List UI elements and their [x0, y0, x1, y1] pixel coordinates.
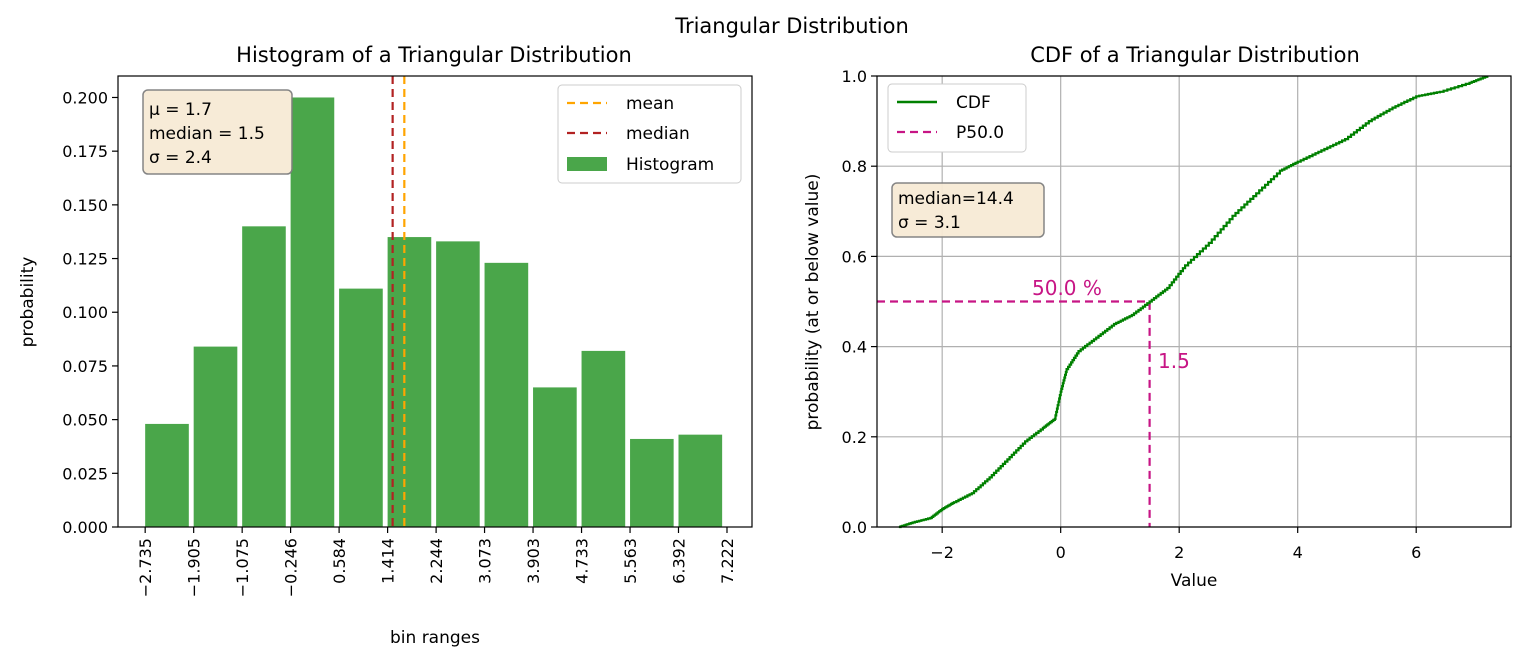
- cdf-annotation-value: 1.5: [1158, 349, 1190, 373]
- histogram-bar: [533, 387, 577, 527]
- histogram-x-tick-label: 0.584: [330, 538, 349, 584]
- cdf-annotation-percent: 50.0 %: [1032, 276, 1102, 300]
- cdf-x-ticks: −2 0 2 4 6: [930, 527, 1421, 562]
- legend-histogram-swatch: [567, 157, 607, 171]
- histogram-legend: mean median Histogram: [557, 84, 742, 184]
- histogram-y-tick-label: 0.125: [62, 250, 108, 269]
- histogram-x-axis-label: bin ranges: [390, 628, 480, 648]
- histogram-x-tick-label: −0.246: [282, 538, 301, 597]
- histogram-bar: [387, 237, 432, 528]
- cdf-y-tick-label: 1.0: [842, 67, 867, 86]
- histogram-x-tick-label: 5.563: [621, 538, 640, 584]
- histogram-axes-frame: [117, 75, 753, 528]
- cdf-x-tick-label: 0: [1056, 543, 1066, 562]
- histogram-y-axis-label: probability: [18, 257, 38, 348]
- histogram-bars: [145, 97, 723, 528]
- cdf-y-tick-label: 0.4: [842, 338, 867, 357]
- cdf-y-axis-label: probability (at or below value): [803, 174, 823, 431]
- cdf-stats-box: median=14.4 σ = 3.1: [891, 182, 1045, 238]
- stat-sigma: σ = 2.4: [149, 148, 212, 168]
- cdf-title: CDF of a Triangular Distribution: [1030, 43, 1360, 67]
- cdf-axes-frame: [876, 75, 1512, 528]
- cdf-lines: [877, 75, 1489, 529]
- histogram-bar: [678, 434, 723, 527]
- cdf-x-tick-label: 6: [1411, 543, 1421, 562]
- histogram-bar: [290, 97, 335, 527]
- histogram-bar: [630, 438, 674, 527]
- legend-p50-label: P50.0: [956, 123, 1004, 143]
- cdf-chart: CDF of a Triangular Distribution 0.00.20…: [803, 43, 1512, 591]
- histogram-y-tick-label: 0.175: [62, 142, 108, 161]
- histogram-bar: [581, 350, 626, 527]
- histogram-title: Histogram of a Triangular Distribution: [236, 43, 632, 67]
- stat-cdf-median: median=14.4: [898, 189, 1014, 209]
- stat-mean: μ = 1.7: [149, 100, 212, 120]
- histogram-y-tick-label: 0.150: [62, 196, 108, 215]
- histogram-x-tick-label: −2.735: [136, 538, 155, 597]
- histogram-vlines: [391, 76, 406, 527]
- histogram-x-tick-label: 6.392: [669, 538, 688, 584]
- histogram-y-tick-label: 0.000: [62, 518, 108, 537]
- cdf-y-tick-label: 0.0: [842, 518, 867, 537]
- histogram-stats-box: μ = 1.7 median = 1.5 σ = 2.4: [142, 89, 293, 175]
- histogram-x-tick-label: 7.222: [718, 538, 737, 584]
- histogram-bar: [193, 346, 238, 527]
- cdf-x-tick-label: −2: [930, 543, 954, 562]
- histogram-x-tick-label: 1.414: [379, 538, 398, 584]
- histogram-x-tick-label: −1.075: [233, 538, 252, 597]
- histogram-x-tick-label: 3.073: [476, 538, 495, 584]
- histogram-x-ticks: −2.735 −1.905 −1.075 −0.246 0.584 1.414 2.244 3…: [136, 527, 737, 597]
- histogram-bar: [242, 226, 286, 528]
- histogram-bar: [436, 241, 480, 527]
- stat-median: median = 1.5: [149, 124, 265, 144]
- histogram-y-tick-label: 0.200: [62, 88, 108, 107]
- histogram-y-tick-label: 0.025: [62, 464, 108, 483]
- cdf-y-tick-label: 0.2: [842, 428, 867, 447]
- histogram-y-tick-label: 0.100: [62, 303, 108, 322]
- histogram-x-tick-label: 3.903: [524, 538, 543, 584]
- histogram-y-ticks: 0.000 0.025 0.050 0.075 0.100 0.125 0.150 0.175…: [62, 88, 118, 537]
- legend-cdf-label: CDF: [956, 93, 991, 113]
- cdf-x-tick-label: 4: [1293, 543, 1303, 562]
- legend-mean-label: mean: [626, 94, 674, 114]
- histogram-x-tick-label: 4.733: [573, 538, 592, 584]
- histogram-y-tick-label: 0.075: [62, 357, 108, 376]
- legend-median-label: median: [626, 124, 690, 144]
- stat-cdf-sigma: σ = 3.1: [898, 213, 961, 233]
- cdf-y-tick-label: 0.6: [842, 247, 867, 266]
- histogram-bar: [339, 288, 383, 527]
- cdf-x-tick-label: 2: [1174, 543, 1184, 562]
- figure-title: Triangular Distribution: [674, 14, 909, 38]
- histogram-x-tick-label: −1.905: [185, 538, 204, 597]
- histogram-bar: [145, 423, 189, 527]
- cdf-line: [898, 75, 1489, 529]
- p50-line: [877, 300, 1151, 527]
- cdf-y-ticks: 0.0 0.2 0.4 0.6 0.8 1.0: [842, 67, 877, 537]
- histogram-bar: [484, 262, 529, 527]
- cdf-y-tick-label: 0.8: [842, 157, 867, 176]
- histogram-chart: Histogram of a Triangular Distribution 0…: [18, 43, 753, 648]
- histogram-x-tick-label: 2.244: [427, 538, 446, 584]
- cdf-x-axis-label: Value: [1171, 571, 1218, 591]
- histogram-y-tick-label: 0.050: [62, 411, 108, 430]
- cdf-legend: CDF P50.0: [887, 83, 1027, 153]
- legend-histogram-label: Histogram: [626, 155, 714, 175]
